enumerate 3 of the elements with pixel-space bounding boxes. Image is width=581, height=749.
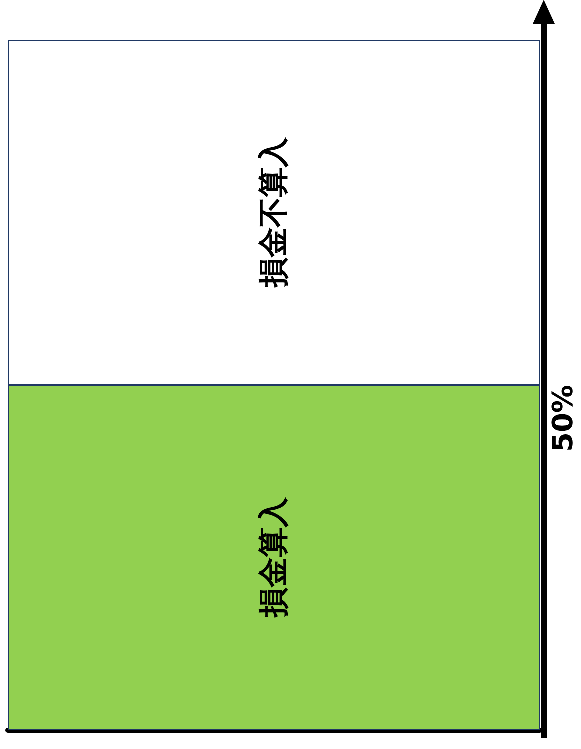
- series-label: 損金算入: [256, 496, 292, 618]
- text: 50%: [546, 385, 580, 452]
- series-label: 損金不算入: [256, 136, 292, 288]
